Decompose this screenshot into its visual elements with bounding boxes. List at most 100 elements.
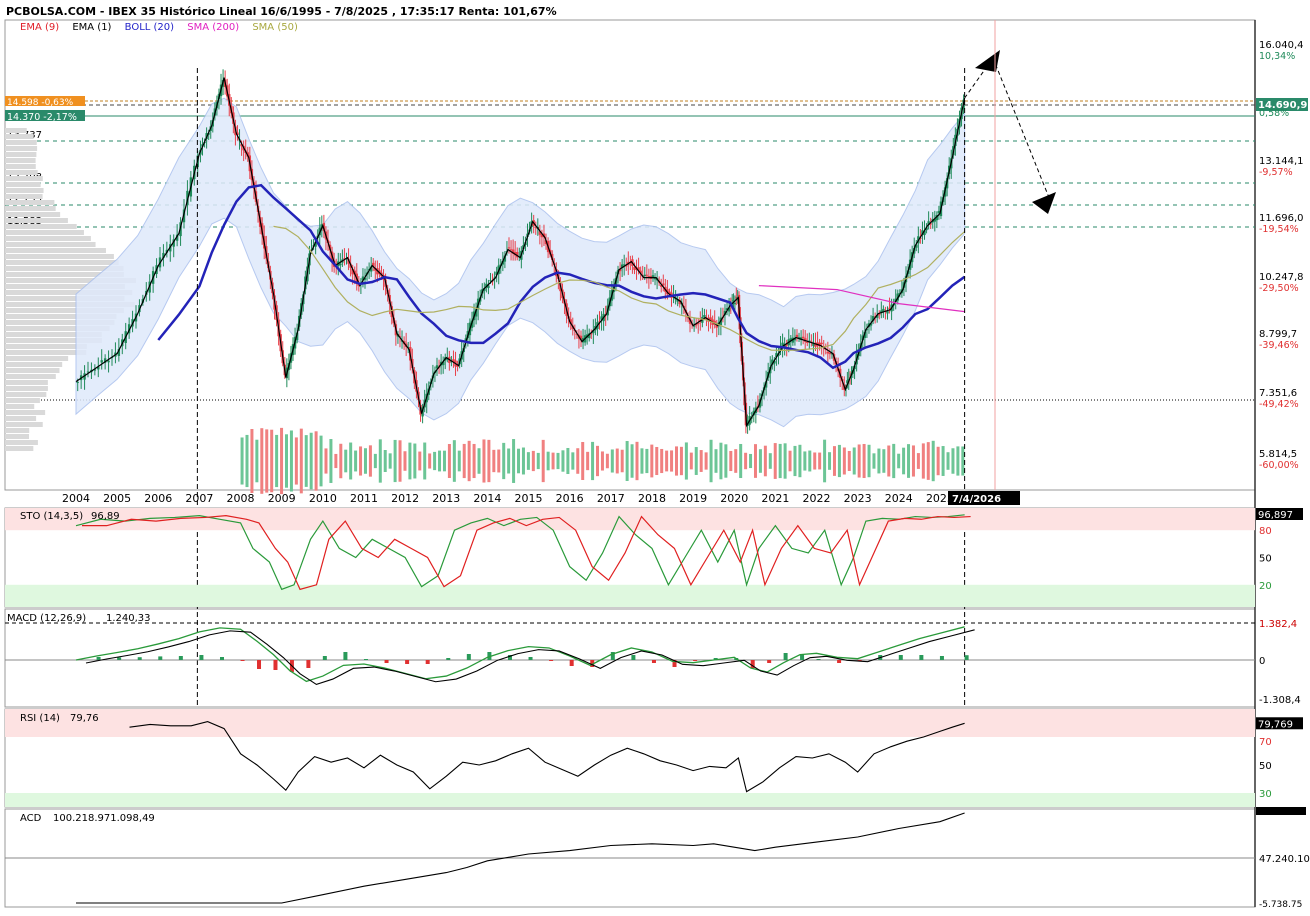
x-axis-year: 2023 xyxy=(844,492,872,505)
acd-axis-mid: 47.240.10 xyxy=(1259,854,1310,865)
volume-profile-bar xyxy=(5,248,106,253)
price-axis-label: 13.144,1 xyxy=(1259,156,1304,167)
sto-level-80: 80 xyxy=(1259,526,1272,537)
volume-bar xyxy=(670,450,673,471)
volume-bar xyxy=(413,444,416,479)
volume-profile-bar xyxy=(5,158,36,163)
pane-frame-2 xyxy=(5,609,1255,707)
volume-bar xyxy=(828,452,831,470)
volume-bar xyxy=(660,449,663,473)
volume-bar xyxy=(897,454,900,469)
legend-ema9[interactable]: EMA (9) xyxy=(20,22,59,33)
volume-bar xyxy=(522,448,525,475)
volume-bar xyxy=(626,441,629,481)
volume-bar xyxy=(507,449,510,474)
volume-bar xyxy=(285,434,288,487)
volume-bar xyxy=(384,450,387,472)
volume-profile-bar xyxy=(5,224,77,229)
price-axis-label: 7.351,6 xyxy=(1259,388,1297,399)
macd-histogram-bar xyxy=(364,659,368,660)
price-axis-label: 5.814,5 xyxy=(1259,449,1297,460)
price-axis-label: 8.799,7 xyxy=(1259,329,1297,340)
projection-arrowhead xyxy=(1032,192,1056,214)
volume-bar xyxy=(744,453,747,469)
projection-arrowhead xyxy=(975,50,1000,72)
price-candle xyxy=(101,360,103,362)
volume-profile-bar xyxy=(5,380,48,385)
price-candle xyxy=(339,264,341,266)
macd-histogram-bar xyxy=(220,657,224,660)
volume-bar xyxy=(428,453,431,468)
volume-bar xyxy=(260,428,263,494)
x-axis-year: 2013 xyxy=(432,492,460,505)
macd-histogram-bar xyxy=(158,656,162,660)
x-axis-year: 2022 xyxy=(803,492,831,505)
volume-bar xyxy=(621,450,624,473)
volume-bar xyxy=(492,450,495,472)
volume-bar xyxy=(369,445,372,476)
volume-profile-bar xyxy=(5,182,41,187)
macd-histogram-bar xyxy=(273,660,277,670)
volume-bar xyxy=(581,442,584,480)
legend-boll20[interactable]: BOLL (20) xyxy=(125,22,174,33)
price-candle xyxy=(796,335,798,337)
volume-bar xyxy=(250,429,253,493)
macd-histogram-bar xyxy=(570,660,574,666)
price-candle xyxy=(734,303,736,304)
volume-bar xyxy=(310,433,313,490)
volume-bar xyxy=(848,451,851,471)
macd-histogram-bar xyxy=(97,657,101,660)
volume-bar xyxy=(887,446,890,477)
volume-profile-bar xyxy=(5,134,34,139)
macd-histogram-bar xyxy=(446,658,450,660)
macd-histogram-bar xyxy=(199,655,203,660)
price-candle xyxy=(77,382,79,383)
volume-bar xyxy=(517,449,520,474)
x-axis-year: 2017 xyxy=(597,492,625,505)
volume-bar xyxy=(245,435,248,487)
volume-bar xyxy=(932,441,935,481)
rsi-oversold-zone xyxy=(5,793,1255,807)
legend-ema1[interactable]: EMA (1) xyxy=(72,22,111,33)
legend-sma50[interactable]: SMA (50) xyxy=(252,22,298,33)
x-axis-year: 2019 xyxy=(679,492,707,505)
price-candle xyxy=(508,247,510,248)
volume-bar xyxy=(813,452,816,469)
rsi-level-70: 70 xyxy=(1259,737,1272,748)
volume-bar xyxy=(838,445,841,477)
last-price-pct: 0,58% xyxy=(1259,108,1289,119)
volume-bar xyxy=(872,453,875,468)
legend-sma200[interactable]: SMA (200) xyxy=(187,22,239,33)
volume-profile-bar xyxy=(5,440,38,445)
volume-profile-bar xyxy=(5,140,37,145)
volume-bar xyxy=(754,444,757,478)
volume-bar xyxy=(418,452,421,471)
volume-profile-bar xyxy=(5,146,37,151)
volume-bar xyxy=(438,451,441,472)
macd-histogram-bar xyxy=(919,655,923,660)
volume-profile-bar xyxy=(5,404,34,409)
volume-bar xyxy=(665,451,668,472)
macd-value: 1.240,33 xyxy=(106,613,151,624)
volume-bar xyxy=(324,448,327,473)
volume-profile-bar xyxy=(5,368,59,373)
volume-bar xyxy=(502,443,505,479)
x-axis-year: 2009 xyxy=(268,492,296,505)
volume-profile-bar xyxy=(5,446,33,451)
volume-bar xyxy=(601,451,604,470)
volume-bar xyxy=(650,445,653,478)
price-candle xyxy=(827,352,829,353)
price-candle xyxy=(646,275,648,276)
volume-profile-bar xyxy=(5,236,91,241)
volume-bar xyxy=(779,444,782,478)
macd-histogram-bar xyxy=(940,656,944,660)
macd-axis-top: 1.382,4 xyxy=(1259,619,1297,630)
macd-histogram-bar xyxy=(257,660,261,669)
volume-bar xyxy=(241,437,244,484)
volume-bar xyxy=(453,440,456,482)
volume-bar xyxy=(329,439,332,483)
volume-bar xyxy=(443,451,446,472)
x-axis-year: 2004 xyxy=(62,492,90,505)
